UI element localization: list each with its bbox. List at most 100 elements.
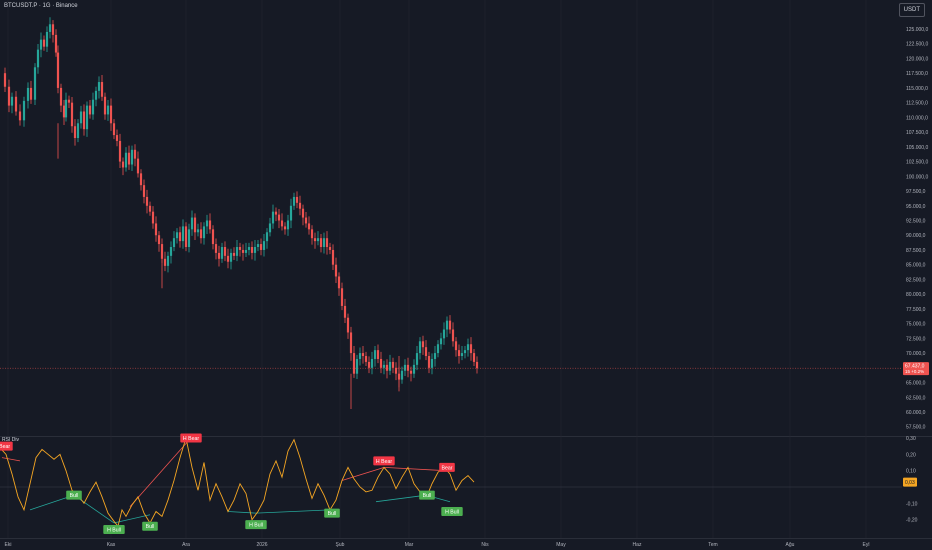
candle-body (73, 126, 77, 139)
candle-body (45, 31, 49, 47)
candle-body (51, 24, 55, 35)
currency-button[interactable]: USDT (898, 3, 925, 17)
time-tick-label: Şub (336, 542, 345, 548)
divergence-line (227, 511, 257, 514)
candle-body (154, 223, 158, 236)
price-tick-label: 110.000,0 (906, 115, 928, 121)
candle-body (286, 220, 290, 230)
candle-body (142, 185, 146, 197)
candle-body (406, 364, 410, 371)
candle-body (235, 247, 239, 256)
candle-body (271, 211, 275, 224)
candle-body (39, 39, 43, 50)
candle-body (157, 235, 161, 245)
candle-body (370, 358, 374, 368)
candle-body (385, 364, 389, 371)
divergence-label: H Bull (445, 510, 459, 516)
price-tick-label: 85.000,0 (906, 263, 926, 269)
divergence-label: H Bear (0, 444, 10, 450)
divergence-label-box (103, 524, 125, 534)
candle-body (451, 329, 455, 342)
candle-body (292, 196, 296, 206)
candle-body (208, 220, 212, 230)
candle-body (229, 252, 233, 262)
candle-body (283, 226, 287, 230)
price-tick-label: 80.000,0 (906, 292, 926, 298)
price-tick-label: 57.500,0 (906, 425, 926, 431)
candle-body (130, 149, 134, 165)
price-tick-label: 87.500,0 (906, 248, 926, 254)
candle-body (64, 99, 68, 118)
candle-body (343, 305, 347, 318)
candle-body (62, 105, 66, 118)
candle-body (7, 86, 11, 106)
candle-body (400, 370, 404, 380)
candle-body (211, 229, 215, 245)
last-change-label: 15 +0.2% (905, 369, 924, 374)
price-tick-label: 107.500,0 (906, 130, 928, 136)
candle-body (466, 344, 470, 351)
divergence-line (375, 494, 427, 503)
candle-body (187, 229, 191, 248)
candle-body (26, 87, 30, 101)
candle-body (472, 353, 476, 362)
osc-tick-label: -0,10 (906, 501, 918, 507)
candle-body (76, 123, 80, 139)
divergence-line (255, 509, 331, 514)
candle-body (133, 149, 137, 159)
candle-body (313, 238, 317, 242)
divergence-label: H Bull (249, 523, 263, 529)
divergence-label: H Bear (183, 436, 199, 442)
candle-body (388, 361, 392, 371)
time-tick-label: Ağu (786, 542, 795, 548)
candle-body (178, 232, 182, 242)
candle-body (445, 320, 449, 330)
candle-body (289, 205, 293, 221)
last-value-markers: 67.437,015 +0.2% 0,03 (903, 362, 929, 487)
time-axis: Eki Kas Ara 2026 Şub Mar Nis May Haz Tem Ağu Eyl (5, 542, 870, 548)
candle-body (247, 247, 251, 250)
candle-body (424, 347, 428, 357)
time-tick-label: Nis (481, 542, 489, 548)
candle-body (14, 96, 18, 112)
divergence-label: H Bull (107, 527, 121, 533)
time-tick-label: Eki (5, 542, 12, 548)
price-tick-label: 70.000,0 (906, 351, 926, 357)
divergence-label-box (439, 462, 455, 472)
candle-body (433, 353, 437, 359)
candle-body (181, 226, 185, 242)
last-osc-box (903, 477, 917, 487)
candle-body (391, 361, 395, 368)
candle-body (430, 358, 434, 368)
price-tick-label: 112.500,0 (906, 101, 928, 107)
candle-body (358, 353, 362, 359)
divergence-line (129, 441, 189, 507)
candle-body (295, 196, 299, 203)
oscillator-pane: H Bear Bull H Bull Bull H Bear H Bull Bull H Be… (0, 433, 902, 534)
candle-body (121, 161, 125, 168)
price-tick-label: 125.000,0 (906, 27, 928, 33)
time-tick-label: Kas (107, 542, 116, 548)
divergence-label-box (419, 490, 435, 500)
time-tick-label: May (556, 542, 566, 548)
oscillator-line (0, 437, 475, 528)
divergence-label: Bull (70, 493, 79, 499)
candle-body (409, 370, 413, 374)
candle-body (172, 238, 176, 248)
symbol-title[interactable]: BTCUSDT.P · 1G · Binance (4, 3, 78, 9)
candle-body (205, 220, 209, 227)
candle-body (160, 244, 164, 259)
indicator-title[interactable]: RSI Div (2, 437, 19, 443)
candle-body (376, 350, 380, 359)
candle-body (106, 105, 110, 115)
candle-body (340, 288, 344, 306)
divergence-label-box (66, 490, 82, 500)
candle-body (88, 105, 92, 115)
osc-tick-label: 0,10 (906, 469, 916, 475)
candle-body (436, 344, 440, 354)
candle-body (136, 158, 140, 174)
price-tick-label: 105.000,0 (906, 145, 928, 151)
candle-body (268, 223, 272, 233)
candle-body (310, 229, 314, 239)
candle-body (346, 317, 350, 333)
